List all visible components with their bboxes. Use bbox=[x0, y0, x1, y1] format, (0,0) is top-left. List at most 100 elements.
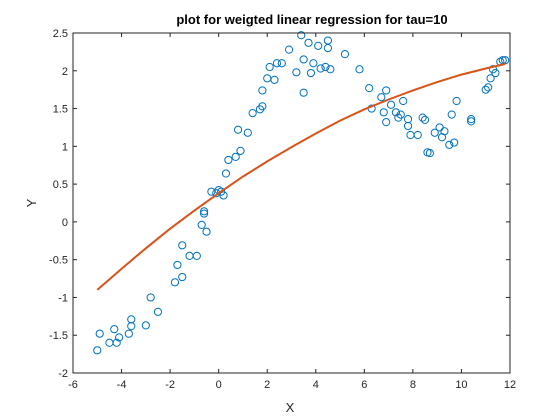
scatter-point bbox=[491, 68, 500, 78]
scatter-point bbox=[258, 86, 267, 95]
scatter-point bbox=[219, 191, 228, 200]
scatter-point bbox=[304, 38, 313, 47]
x-tick-label: 4 bbox=[313, 379, 319, 391]
axes: -6 -4 -2 0 2 4 6 8 10 12 -2 -1.5 -1 -0.5 0 0.5 1 1.5 2 2.5 bbox=[49, 28, 516, 391]
scatter-point bbox=[309, 59, 318, 68]
scatter-point bbox=[413, 130, 422, 140]
y-tick-label: 1 bbox=[62, 141, 68, 153]
scatter-point bbox=[178, 272, 187, 282]
scatter-point bbox=[435, 123, 444, 132]
x-tick-label: 6 bbox=[361, 379, 367, 391]
scatter-point bbox=[95, 329, 104, 338]
scatter-series bbox=[93, 31, 510, 355]
scatter-point bbox=[124, 329, 133, 338]
scatter-point bbox=[192, 251, 201, 260]
x-tick-label: -2 bbox=[165, 379, 175, 391]
x-tick-label: -4 bbox=[117, 379, 127, 391]
scatter-point bbox=[382, 118, 391, 127]
scatter-point bbox=[314, 41, 323, 50]
scatter-point bbox=[403, 115, 413, 124]
scatter-point bbox=[450, 138, 459, 147]
y-axis-label: Y bbox=[24, 198, 39, 207]
scatter-point bbox=[93, 346, 102, 355]
scatter-point bbox=[265, 62, 274, 72]
x-tick-label: 8 bbox=[410, 379, 416, 391]
y-tick-label: 2.5 bbox=[53, 28, 68, 40]
y-tick-label: 1.5 bbox=[53, 104, 68, 116]
scatter-point bbox=[323, 36, 333, 45]
x-tick-label: 0 bbox=[216, 379, 222, 391]
regression-line bbox=[96, 63, 506, 291]
axes-box bbox=[72, 32, 511, 374]
scatter-point bbox=[110, 325, 119, 334]
scatter-point bbox=[200, 207, 209, 216]
x-tick-label: 10 bbox=[455, 379, 467, 391]
scatter-point bbox=[306, 68, 316, 78]
scatter-point bbox=[297, 31, 306, 40]
scatter-point bbox=[112, 338, 121, 347]
y-tick-label: 0.5 bbox=[53, 179, 68, 191]
scatter-point bbox=[292, 68, 301, 77]
scatter-point bbox=[486, 74, 495, 83]
scatter-point bbox=[321, 62, 330, 72]
scatter-point bbox=[299, 88, 308, 97]
scatter-point bbox=[399, 96, 408, 106]
scatter-point bbox=[430, 128, 439, 137]
scatter-point bbox=[396, 110, 405, 119]
scatter-point bbox=[447, 110, 456, 119]
scatter-point bbox=[170, 278, 180, 287]
scatter-point bbox=[178, 241, 187, 250]
scatter-point bbox=[263, 74, 272, 83]
scatter-point bbox=[467, 115, 476, 124]
y-tick-label: 2 bbox=[62, 66, 68, 78]
scatter-point bbox=[105, 338, 114, 347]
scatter-point bbox=[277, 59, 286, 68]
scatter-point bbox=[248, 108, 257, 118]
scatter-point bbox=[127, 322, 136, 331]
scatter-point bbox=[153, 307, 163, 316]
scatter-point bbox=[382, 86, 391, 95]
chart-title: plot for weigted linear regression for t… bbox=[176, 12, 447, 27]
x-tick-label: 12 bbox=[504, 379, 516, 391]
scatter-point bbox=[115, 333, 124, 342]
scatter-point bbox=[141, 321, 150, 330]
scatter-point bbox=[233, 125, 243, 134]
plot-area: -6 -4 -2 0 2 4 6 8 10 12 -2 -1.5 -1 -0.5 0 0.5 1 1.5 2 2.5 bbox=[49, 28, 516, 391]
scatter-point bbox=[224, 155, 233, 165]
scatter-point bbox=[323, 44, 333, 53]
scatter-point bbox=[231, 152, 240, 162]
scatter-point bbox=[481, 85, 490, 94]
scatter-point bbox=[326, 65, 335, 74]
scatter-point bbox=[197, 220, 206, 230]
scatter-point bbox=[377, 93, 386, 102]
scatter-point bbox=[146, 293, 155, 302]
scatter-point bbox=[355, 65, 364, 74]
y-tick-label: -1 bbox=[58, 292, 68, 304]
fit-series bbox=[96, 63, 506, 291]
scatter-point bbox=[391, 108, 400, 117]
x-axis-label: X bbox=[286, 400, 295, 415]
scatter-point bbox=[467, 117, 476, 126]
y-tick-label: -2 bbox=[58, 368, 68, 380]
y-tick-label: 0 bbox=[62, 217, 68, 229]
scatter-point bbox=[173, 260, 182, 270]
scatter-point bbox=[403, 121, 413, 131]
scatter-point bbox=[420, 115, 430, 124]
scatter-point bbox=[484, 83, 493, 92]
scatter-point bbox=[501, 56, 510, 65]
scatter-point bbox=[258, 102, 267, 111]
scatter-point bbox=[445, 140, 454, 149]
scatter-point bbox=[243, 128, 252, 137]
scatter-point bbox=[452, 96, 461, 106]
scatter-point bbox=[425, 149, 434, 158]
x-tick-label: -6 bbox=[68, 379, 78, 391]
scatter-point bbox=[340, 50, 350, 59]
scatter-point bbox=[440, 127, 449, 136]
scatter-point bbox=[386, 100, 396, 109]
scatter-point bbox=[418, 113, 427, 122]
scatter-point bbox=[406, 130, 415, 140]
scatter-point bbox=[365, 84, 374, 93]
y-tick-label: -0.5 bbox=[49, 255, 68, 267]
